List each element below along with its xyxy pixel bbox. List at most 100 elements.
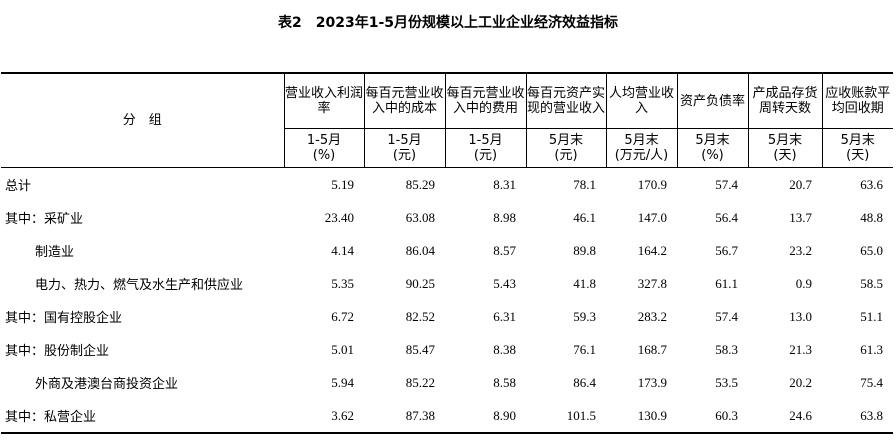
- cell-value: 8.98: [493, 209, 516, 225]
- col-header-label: 人均营业收入: [606, 72, 678, 129]
- cell-value: 86.04: [405, 242, 435, 258]
- cell-value: 170.9: [637, 176, 667, 192]
- cell-value: 85.29: [405, 176, 435, 192]
- cell-value: 6.72: [331, 308, 354, 324]
- cell-value: 87.38: [364, 399, 445, 434]
- cell-value: 48.8: [860, 209, 883, 225]
- col-header-unit: 1-5月 (%): [284, 128, 365, 168]
- cell-value: 13.0: [789, 308, 812, 324]
- col-header-unit: 5月末 (万元/人): [606, 128, 678, 168]
- col-header-label: 每百元营业收入中的成本: [364, 72, 446, 129]
- cell-value: 101.5: [526, 399, 606, 434]
- cell-value: 4.14: [331, 242, 354, 258]
- row-name: 其中：采矿业: [5, 212, 84, 227]
- col-header-label: 营业收入利润率: [284, 72, 365, 129]
- cell-value: 58.5: [860, 275, 883, 291]
- row-name: 电力、热力、燃气及水生产和供应业: [35, 278, 244, 293]
- row-name: 外商及港澳台商投资企业: [35, 377, 179, 392]
- table-row: 其中：采矿业 23.40 63.08 8.98 46.1 147.0 56.4 …: [1, 201, 893, 234]
- cell-value: 13.7: [789, 209, 812, 225]
- unit: (天): [846, 148, 870, 163]
- unit: (元): [473, 148, 498, 163]
- cell-value: 85.47: [405, 341, 435, 357]
- cell-value: 147.0: [637, 209, 667, 225]
- cell-value: 5.43: [493, 275, 516, 291]
- cell-value: 5.94: [331, 374, 354, 390]
- col-header-label: 产成品存货周转天数: [748, 72, 823, 129]
- col-header-unit: 1-5月 (元): [364, 128, 446, 168]
- cell-value: 61.1: [715, 275, 738, 291]
- cell-value: 75.4: [860, 374, 883, 390]
- group-header: 分 组: [1, 72, 285, 168]
- cell-value: 8.38: [493, 341, 516, 357]
- col-header-label: 每百元营业收入中的费用: [445, 72, 527, 129]
- cell-value: 57.4: [715, 176, 738, 192]
- unit: (万元/人): [614, 148, 669, 163]
- cell-value: 58.3: [715, 341, 738, 357]
- cell-value: 8.57: [493, 242, 516, 258]
- cell-value: 41.8: [573, 275, 596, 291]
- cell-value: 8.58: [493, 374, 516, 390]
- unit-period: 1-5月: [468, 133, 503, 148]
- cell-value: 3.62: [284, 399, 364, 434]
- cell-value: 6.31: [493, 308, 516, 324]
- cell-value: 85.22: [405, 374, 435, 390]
- header-row-units: 1-5月 (%) 1-5月 (元) 1-5月 (元) 5月末 (元) 5月末 (万元/人)…: [1, 128, 893, 168]
- unit-period: 5月末: [548, 133, 584, 148]
- cell-value: 86.4: [573, 374, 596, 390]
- col-header-unit: 1-5月 (元): [445, 128, 527, 168]
- cell-value: 63.6: [860, 176, 883, 192]
- unit-period: 5月末: [695, 133, 730, 148]
- cell-value: 65.0: [860, 242, 883, 258]
- cell-value: 61.3: [860, 341, 883, 357]
- unit-period: 1-5月: [387, 133, 422, 148]
- cell-value: 51.1: [860, 308, 883, 324]
- table-row: 电力、热力、燃气及水生产和供应业 5.35 90.25 5.43 41.8 32…: [1, 267, 893, 300]
- unit-period: 5月末: [767, 133, 803, 148]
- cell-value: 90.25: [405, 275, 435, 291]
- unit: (%): [312, 148, 336, 163]
- cell-value: 5.01: [331, 341, 354, 357]
- cell-value: 60.3: [677, 399, 748, 434]
- table-row: 总计 5.19 85.29 8.31 78.1 170.9 57.4 20.7 …: [1, 168, 893, 202]
- row-name: 其中：股份制企业: [5, 344, 110, 359]
- cell-value: 168.7: [637, 341, 667, 357]
- cell-value: 46.1: [573, 209, 596, 225]
- cell-value: 5.19: [331, 176, 354, 192]
- col-header-unit: 5月末 (天): [822, 128, 893, 168]
- table-row: 制造业 4.14 86.04 8.57 89.8 164.2 56.7 23.2…: [1, 234, 893, 267]
- table-row: 其中：股份制企业 5.01 85.47 8.38 76.1 168.7 58.3…: [1, 333, 893, 366]
- col-header-unit: 5月末 (元): [526, 128, 607, 168]
- row-name: 其中：国有控股企业: [5, 311, 123, 326]
- cell-value: 63.8: [822, 399, 893, 434]
- unit-period: 1-5月: [306, 133, 342, 148]
- cell-value: 23.2: [789, 242, 812, 258]
- cell-value: 56.4: [715, 209, 738, 225]
- cell-value: 21.3: [789, 341, 812, 357]
- unit-period: 5月末: [840, 133, 875, 148]
- cell-value: 130.9: [606, 399, 677, 434]
- cell-value: 24.6: [748, 399, 822, 434]
- cell-value: 327.8: [637, 275, 667, 291]
- cell-value: 56.7: [715, 242, 738, 258]
- unit-period: 5月末: [624, 133, 659, 148]
- cell-value: 89.8: [573, 242, 596, 258]
- table-row: 其中：私营企业 3.62 87.38 8.90 101.5 130.9 60.3…: [1, 399, 893, 434]
- table-row: 其中：国有控股企业 6.72 82.52 6.31 59.3 283.2 57.…: [1, 300, 893, 333]
- table-row: 外商及港澳台商投资企业 5.94 85.22 8.58 86.4 173.9 5…: [1, 366, 893, 399]
- cell-value: 53.5: [715, 374, 738, 390]
- cell-value: 164.2: [637, 242, 667, 258]
- indicator-table: 分 组 营业收入利润率 每百元营业收入中的成本 每百元营业收入中的费用 每百元资…: [1, 72, 893, 434]
- cell-value: 283.2: [637, 308, 667, 324]
- cell-value: 59.3: [573, 308, 596, 324]
- unit: (元): [392, 148, 417, 163]
- header-row-labels: 分 组 营业收入利润率 每百元营业收入中的成本 每百元营业收入中的费用 每百元资…: [1, 72, 893, 168]
- unit: (天): [773, 148, 797, 163]
- row-name: 总计: [5, 179, 32, 194]
- unit: (%): [701, 148, 724, 163]
- cell-value: 5.35: [331, 275, 354, 291]
- row-name: 其中：私营企业: [1, 399, 284, 434]
- cell-value: 8.31: [493, 176, 516, 192]
- cell-value: 63.08: [405, 209, 435, 225]
- cell-value: 23.40: [324, 209, 354, 225]
